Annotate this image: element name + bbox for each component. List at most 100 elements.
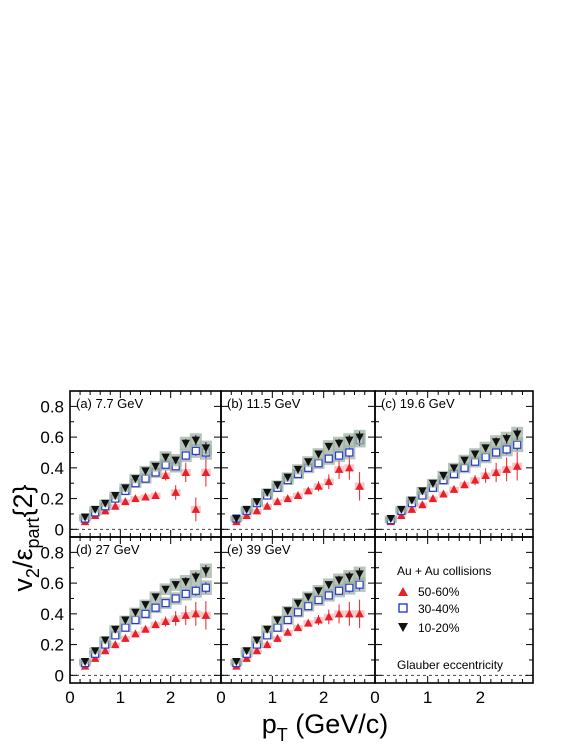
y-tick-label: 0.8: [40, 543, 64, 562]
data-point-triangle-up: [141, 492, 150, 501]
panel-5: 0 1 2 (e) 39 GeV: [216, 536, 376, 707]
series-50-60: [80, 458, 211, 526]
data-point-triangle-down: [283, 607, 292, 616]
data-point-triangle-up: [334, 464, 344, 473]
data-point-open-square: [513, 440, 522, 449]
data-point-triangle-up: [304, 618, 313, 627]
y-title-eps: ε: [8, 549, 38, 561]
data-point-triangle-down: [345, 436, 354, 445]
data-point-triangle-up: [181, 610, 190, 619]
data-point-triangle-down: [242, 647, 251, 656]
data-point-triangle-up: [407, 504, 417, 513]
x-tick-label: 2: [476, 688, 485, 707]
data-point-triangle-down: [151, 593, 160, 602]
x-tick-label: 2: [166, 688, 175, 707]
data-point-triangle-up: [355, 609, 364, 618]
series-50-60: [231, 455, 365, 526]
data-point-triangle-down: [324, 581, 333, 590]
y-tick-label: 0: [55, 520, 64, 539]
panel-label: (d) 27 GeV: [76, 542, 140, 557]
data-point-triangle-up: [283, 627, 292, 636]
data-point-open-square: [324, 591, 333, 600]
data-point-triangle-down: [171, 456, 180, 465]
data-point-triangle-up: [345, 609, 354, 618]
data-point-triangle-up: [252, 506, 262, 515]
data-point-open-square: [314, 595, 323, 605]
y-tick-label: 0.6: [40, 428, 64, 447]
data-point-triangle-down: [334, 576, 344, 585]
data-point-triangle-down: [334, 439, 344, 448]
data-point-triangle-down: [386, 515, 395, 524]
legend-label-30-40: 30-40%: [418, 602, 460, 616]
data-point-triangle-down: [232, 657, 241, 666]
data-point-triangle-up: [252, 646, 262, 655]
data-point-open-square: [151, 603, 160, 612]
data-point-triangle-down: [355, 433, 364, 442]
data-point-triangle-down: [397, 505, 406, 514]
data-point-triangle-down: [252, 498, 262, 507]
x-tick-label: 1: [268, 688, 277, 707]
data-point-triangle-up: [171, 613, 180, 622]
data-point-open-square: [191, 446, 200, 456]
panel-label: (c) 19.6 GeV: [381, 396, 455, 411]
data-point-triangle-down: [201, 567, 211, 576]
legend-note: Glauber eccentricity: [397, 658, 503, 672]
x-tick-label: 0: [216, 688, 225, 707]
legend-marker-open-square: [398, 603, 408, 613]
data-point-triangle-up: [101, 646, 110, 655]
data-point-triangle-down: [460, 456, 469, 465]
data-point-triangle-up: [314, 481, 323, 490]
data-point-triangle-up: [314, 615, 323, 624]
data-point-open-square: [141, 609, 150, 618]
legend-marker-triangle-down: [398, 623, 408, 632]
data-point-open-square: [492, 448, 501, 457]
data-point-triangle-down: [181, 578, 190, 587]
data-point-triangle-down: [491, 438, 501, 447]
panel-4: 0 0.2 0.4 0.6 0.8 0 1 2 (d) 27 GeV: [40, 536, 222, 707]
data-point-triangle-up: [273, 633, 282, 642]
data-point-triangle-down: [111, 625, 120, 634]
data-point-open-square: [161, 598, 170, 608]
data-point-triangle-down: [141, 601, 150, 610]
data-point-triangle-down: [101, 636, 110, 645]
x-axis-title: pT (GeV/c): [262, 709, 389, 745]
data-point-open-square: [481, 452, 490, 462]
data-point-triangle-up: [449, 484, 459, 493]
data-point-triangle-up: [502, 464, 511, 473]
series-10-20: [79, 563, 212, 666]
data-point-triangle-up: [439, 489, 448, 498]
svg-text:v2/εpart{2}: v2/εpart{2}: [8, 484, 43, 591]
y-title-v-sub: 2: [23, 568, 43, 578]
series-10-20: [230, 566, 366, 666]
panel-label: (e) 39 GeV: [227, 542, 291, 557]
data-point-open-square: [131, 615, 140, 625]
panel-1: 0 0.2 0.4 0.6 0.8 (a) 7.7 GeV: [40, 390, 222, 539]
panels-group: 0 0.2 0.4 0.6 0.8 (a) 7.7 GeV (b) 11.5 GeV (c) …: [40, 390, 534, 707]
data-point-triangle-down: [80, 513, 90, 522]
data-point-open-square: [502, 445, 511, 454]
legend-item-10-20: 10-20%: [398, 621, 460, 635]
data-point-open-square: [334, 586, 344, 595]
data-point-triangle-up: [481, 471, 490, 480]
data-point-open-square: [293, 608, 303, 617]
y-title-slash: /: [8, 560, 38, 568]
data-point-triangle-down: [345, 573, 354, 582]
data-point-open-square: [345, 448, 354, 457]
data-point-triangle-down: [304, 458, 313, 467]
data-point-triangle-down: [201, 444, 211, 453]
data-point-triangle-down: [502, 435, 511, 444]
data-point-triangle-down: [232, 515, 241, 524]
data-point-triangle-down: [428, 479, 438, 488]
data-point-triangle-up: [334, 609, 344, 618]
data-point-triangle-down: [283, 473, 292, 482]
data-point-triangle-up: [470, 475, 480, 484]
data-point-open-square: [334, 451, 344, 460]
data-point-triangle-down: [111, 492, 120, 501]
data-point-triangle-down: [449, 464, 459, 473]
data-point-triangle-down: [171, 581, 180, 590]
data-point-triangle-up: [304, 486, 313, 495]
y-tick-label: 0.6: [40, 574, 64, 593]
data-point-triangle-down: [242, 505, 251, 514]
data-point-open-square: [141, 474, 150, 483]
data-point-triangle-up: [131, 494, 140, 503]
